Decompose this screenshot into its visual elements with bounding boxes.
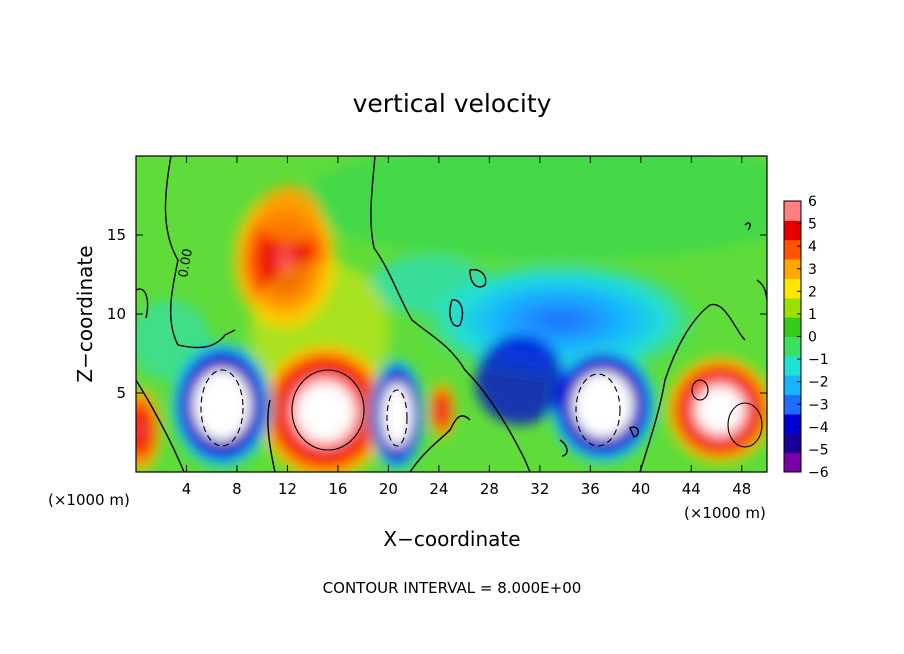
colorbar-tick-label: 1 [808,307,817,323]
colorbar-segment [784,452,801,473]
colorbar-tick-label: 3 [808,262,817,278]
colorbar: 6 5 4 3 2 1 0 −1 −2 −3 −4 −5 −6 [783,194,829,481]
downdraft-core-left [170,340,274,470]
colorbar-tick-label: 0 [808,330,817,346]
contour-label-0: 0.00 [176,248,196,279]
x-axis-unit-right: (×1000 m) [684,504,766,522]
x-tick-label: 44 [682,480,701,498]
colorbar-tick-label: −1 [808,352,829,368]
x-tick-label: 12 [278,480,297,498]
colorbar-tick-label: −3 [808,397,829,413]
colorbar-tick-label: −6 [808,465,829,481]
x-tick-label: 8 [232,480,242,498]
colorbar-segment [784,201,801,221]
colorbar-tick-label: 4 [808,239,817,255]
colorbar-segment [784,259,801,279]
x-tick-label: 16 [328,480,347,498]
warm-plume-top [260,185,320,245]
colorbar-segment [784,297,801,318]
updraft-small [428,380,456,440]
colorbar-tick-label: 6 [808,194,817,210]
updraft-core-main [257,342,393,472]
downdraft-core-mid [369,357,425,472]
colorbar-segment [784,413,801,434]
y-axis-ticks: 5 10 15 [107,226,767,402]
solid-contours-positive [291,369,763,451]
x-tick-label: 36 [581,480,600,498]
x-axis-ticks: 4 8 12 16 20 24 28 32 36 40 44 48 [182,156,751,498]
colorbar-segment [784,355,801,376]
colorbar-tick-label: −2 [808,375,829,391]
upper-green-band [300,156,767,260]
colorbar-segment [784,317,801,337]
downdraft-core-right [548,345,658,465]
x-tick-label: 32 [530,480,549,498]
updraft-left-edge [136,385,162,472]
colorbar-segment [784,278,801,299]
colorbar-segment [784,433,801,454]
x-tick-label: 4 [182,480,192,498]
plot-area: 0.00 [136,156,767,472]
y-axis-label: Z−coordinate [73,245,97,382]
colorbar-tick-label: −5 [808,442,829,458]
x-tick-label: 20 [379,480,398,498]
x-tick-label: 48 [732,480,751,498]
chart-title: vertical velocity [353,89,552,118]
x-axis-unit-left: (×1000 m) [48,491,130,509]
cyan-region-2 [370,255,490,315]
dashed-contours [200,369,621,447]
colorbar-segment [784,239,801,260]
colorbar-segment [784,220,801,241]
updraft-core-right [665,355,767,465]
y-tick-label: 10 [107,305,126,323]
x-axis-label: X−coordinate [383,527,520,551]
y-tick-label: 15 [107,226,126,244]
colorbar-segment [784,394,801,415]
colorbar-segment [784,375,801,396]
contour-interval-footer: CONTOUR INTERVAL = 8.000E+00 [323,579,582,597]
colorbar-tick-label: −4 [808,420,829,436]
colorbar-segment [784,336,801,357]
y-tick-label: 5 [116,384,126,402]
colorbar-tick-label: 5 [808,217,817,233]
x-tick-label: 24 [429,480,448,498]
downdraft-secondary [475,335,565,425]
x-tick-label: 28 [480,480,499,498]
x-tick-label: 40 [631,480,650,498]
colorbar-tick-label: 2 [808,284,817,300]
